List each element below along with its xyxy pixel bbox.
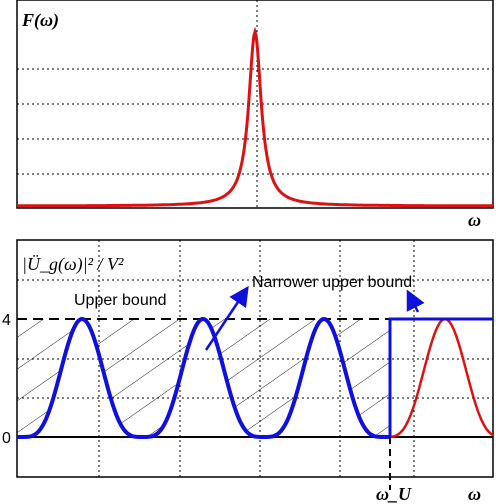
blue-series-line — [16, 316, 390, 439]
top-xlabel: ω — [468, 210, 481, 230]
wu-label: ω_U — [376, 484, 412, 504]
bottom-panel: 4 0 Upper bound Narrower upper bound |Ü_… — [2, 239, 494, 504]
arrow-narrower-bound — [406, 289, 425, 313]
ytick-0: 0 — [2, 430, 11, 447]
upper-bound-label: Upper bound — [74, 292, 167, 309]
red-series-line — [389, 317, 494, 439]
bottom-grid — [17, 240, 493, 477]
narrower-upper-bound-line — [388, 317, 493, 437]
narrower-upper-bound-label: Narrower upper bound — [252, 274, 412, 291]
arrow-upper-bound — [204, 285, 249, 351]
top-ylabel: F(ω) — [21, 10, 59, 31]
bottom-ylabel: |Ü_g(ω)|² / V² — [22, 254, 124, 275]
top-grid — [17, 0, 493, 208]
ytick-4: 4 — [2, 312, 11, 329]
hatched-area — [17, 319, 390, 437]
bottom-xlabel: ω — [468, 484, 481, 504]
top-panel: F(ω) ω — [16, 0, 494, 230]
top-series-line — [17, 26, 493, 208]
